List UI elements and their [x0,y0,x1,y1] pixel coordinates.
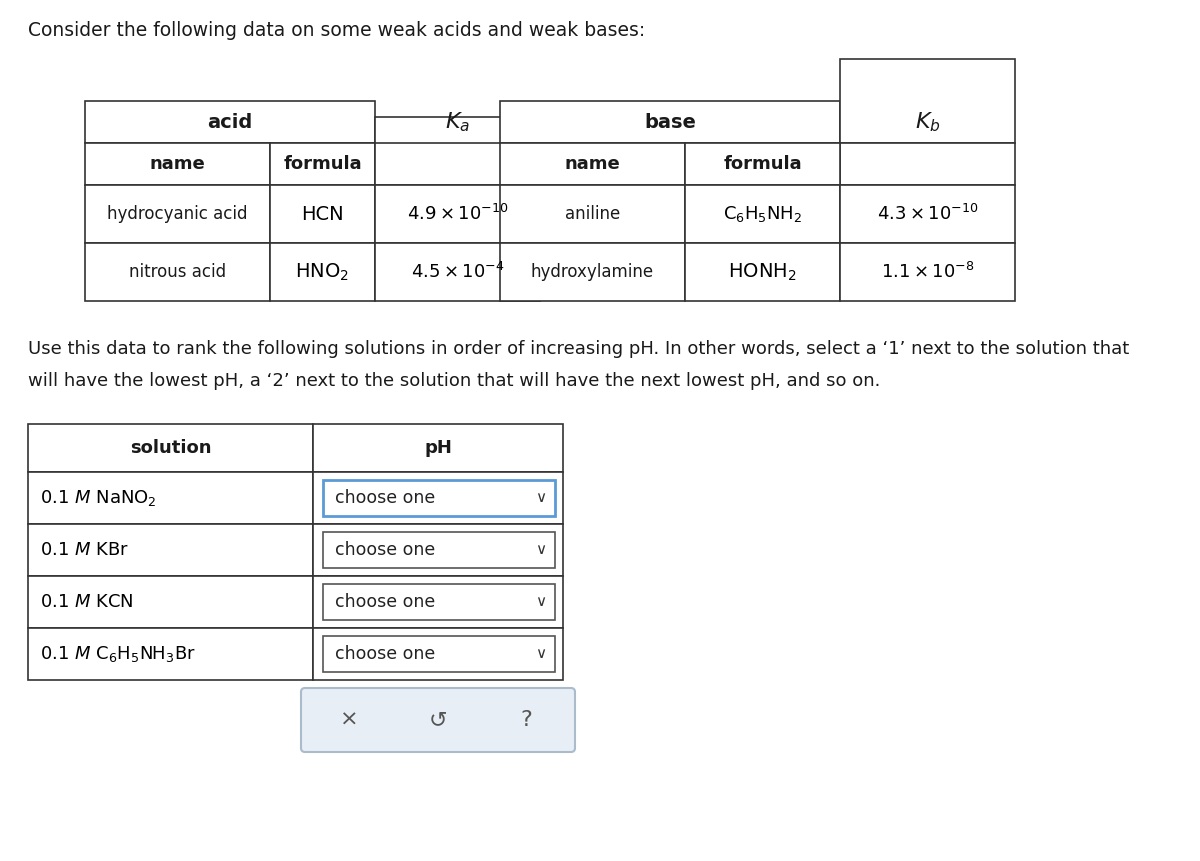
Bar [270,243,374,301]
Bar [374,143,540,185]
Bar [500,101,840,143]
Text: acid: acid [208,113,253,132]
Text: formula: formula [283,155,362,173]
Bar [313,524,563,576]
Bar [685,143,840,185]
Text: ∨: ∨ [535,542,546,558]
Text: $4.5\times10^{-4}$: $4.5\times10^{-4}$ [410,262,504,282]
Text: $K_a$: $K_a$ [445,110,470,133]
Bar [840,185,1015,243]
Text: $1.1\times10^{-8}$: $1.1\times10^{-8}$ [881,262,974,282]
Text: Use this data to rank the following solutions in order of increasing pH. In othe: Use this data to rank the following solu… [28,340,1129,358]
Text: name: name [150,155,205,173]
Text: ∨: ∨ [535,594,546,610]
Text: solution: solution [130,439,211,457]
Bar [85,101,374,143]
Text: ?: ? [521,710,533,730]
Bar [28,628,313,680]
Bar [85,243,270,301]
Text: choose one: choose one [335,541,436,559]
Bar [374,185,540,243]
Bar [323,532,554,568]
Text: ∨: ∨ [535,491,546,505]
Bar [28,576,313,628]
Bar [840,243,1015,301]
Text: $4.9\times10^{-10}$: $4.9\times10^{-10}$ [407,204,509,224]
Text: hydroxylamine: hydroxylamine [530,263,654,281]
Bar [85,185,270,243]
Bar [500,243,685,301]
Text: ×: × [340,710,359,730]
Bar [270,185,374,243]
Text: HCN: HCN [301,205,344,224]
Text: ∨: ∨ [535,647,546,661]
Text: 0.1 $\mathit{M}$ C$_6$H$_5$NH$_3$Br: 0.1 $\mathit{M}$ C$_6$H$_5$NH$_3$Br [40,644,196,664]
Bar [313,424,563,472]
Text: 0.1 $\mathit{M}$ KBr: 0.1 $\mathit{M}$ KBr [40,541,130,559]
Text: base: base [644,113,696,132]
Text: will have the lowest pH, a ‘2’ next to the solution that will have the next lowe: will have the lowest pH, a ‘2’ next to t… [28,372,881,390]
Bar [313,576,563,628]
Text: 0.1 $\mathit{M}$ NaNO$_2$: 0.1 $\mathit{M}$ NaNO$_2$ [40,488,157,508]
Text: aniline: aniline [565,205,620,223]
Text: pH: pH [424,439,452,457]
Text: $\mathrm{C_6H_5NH_2}$: $\mathrm{C_6H_5NH_2}$ [722,204,803,224]
Bar [85,143,270,185]
Bar [313,628,563,680]
Text: name: name [565,155,620,173]
Bar [28,472,313,524]
Bar [323,636,554,672]
Bar [685,185,840,243]
Text: choose one: choose one [335,645,436,663]
Text: $\mathrm{HNO_2}$: $\mathrm{HNO_2}$ [295,262,349,282]
Bar [313,472,563,524]
Text: ↺: ↺ [428,710,448,730]
Bar [685,243,840,301]
Bar [323,480,554,516]
Text: nitrous acid: nitrous acid [128,263,226,281]
Text: formula: formula [724,155,802,173]
Bar [374,117,540,201]
Text: choose one: choose one [335,593,436,611]
Text: Consider the following data on some weak acids and weak bases:: Consider the following data on some weak… [28,22,646,40]
Bar [500,143,685,185]
Bar [28,524,313,576]
Bar [840,143,1015,185]
Bar [500,185,685,243]
Bar [323,584,554,620]
Bar [840,59,1015,143]
FancyBboxPatch shape [301,688,575,752]
Text: $4.3\times10^{-10}$: $4.3\times10^{-10}$ [877,204,978,224]
Bar [28,424,313,472]
Bar [270,143,374,185]
Text: $K_b$: $K_b$ [914,110,941,133]
Text: $\mathrm{HONH_2}$: $\mathrm{HONH_2}$ [728,262,797,282]
Text: hydrocyanic acid: hydrocyanic acid [107,205,247,223]
Text: choose one: choose one [335,489,436,507]
Bar [374,243,540,301]
Text: 0.1 $\mathit{M}$ KCN: 0.1 $\mathit{M}$ KCN [40,593,133,611]
